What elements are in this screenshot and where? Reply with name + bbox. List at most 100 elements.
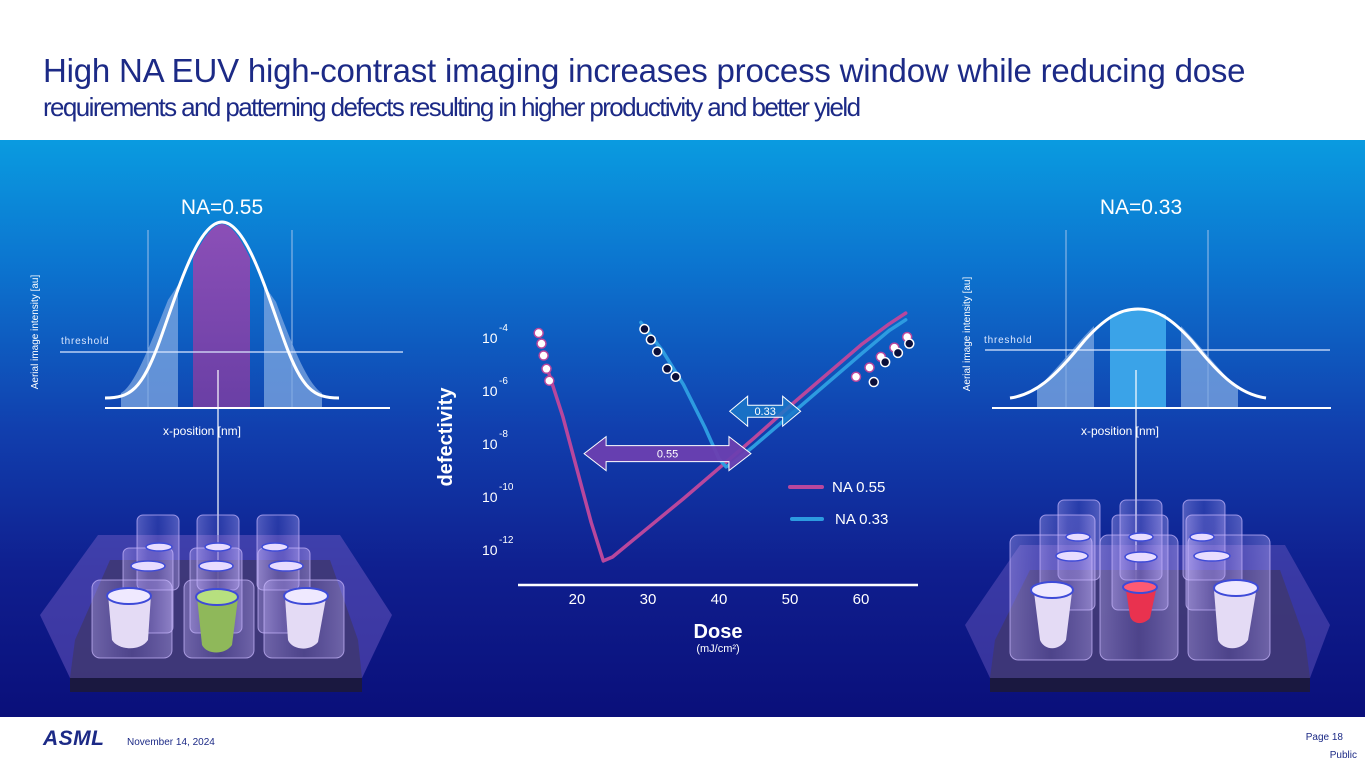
chart-x-tick-label: 60 [853, 591, 870, 608]
left-contact-hole [204, 542, 232, 552]
right-contact-hole [1193, 550, 1231, 562]
right-x-label: x-position [nm] [1081, 424, 1159, 438]
process-window-label: 0.55 [657, 449, 678, 461]
chart-y-tick-exponent: -8 [499, 429, 508, 440]
left-intensity-curve [104, 220, 340, 400]
process-window-label: 0.33 [754, 406, 775, 418]
data-point-marker [538, 350, 549, 361]
chart-x-tick-label: 40 [711, 591, 728, 608]
data-point-marker [879, 356, 891, 368]
right-contact-hole [1065, 532, 1091, 542]
data-point-marker [868, 376, 880, 388]
left-side-bar [264, 285, 322, 407]
data-point-marker [904, 338, 915, 349]
right-hole-body [1034, 585, 1072, 649]
left-threshold-label: threshold [61, 336, 109, 347]
right-hole-body [285, 591, 326, 649]
chart-x-ticks: 20 30 40 50 60 [569, 591, 870, 608]
data-point-marker [850, 371, 862, 382]
chart-y-tick-base: 10 [482, 489, 498, 505]
left-x-label: x-position [nm] [163, 424, 241, 438]
left-contact-hole [261, 542, 289, 552]
right-aerial-plot: NA=0.33 threshold x-position [nm] Aerial… [962, 196, 1331, 600]
right-contact-hole [1189, 532, 1215, 542]
data-point-marker [541, 363, 552, 375]
bridged-hole-body [1126, 585, 1156, 624]
data-point-marker [639, 323, 650, 335]
left-contact-hole [145, 542, 173, 552]
chart-y-tick-exponent: -10 [499, 482, 514, 493]
right-contact-hole [1030, 581, 1074, 599]
data-point-marker [651, 346, 663, 357]
chart-y-label: defectivity [435, 387, 457, 487]
chart-legend: NA 0.55 NA 0.33 [788, 479, 888, 528]
left-contact-hole [198, 560, 234, 572]
right-contact-hole [1213, 579, 1259, 597]
chart-x-tick-label: 30 [640, 591, 657, 608]
chart-x-tick-label: 50 [782, 591, 799, 608]
series-line-na055 [544, 311, 908, 563]
data-point-marker [536, 338, 547, 349]
right-y-label: Aerial image intensity [au] [962, 277, 973, 392]
right-contact-hole [1055, 550, 1089, 562]
right-resist-render [965, 499, 1330, 692]
chart-y-tick-base: 10 [482, 436, 498, 452]
data-point-marker [864, 362, 875, 373]
right-center-bar [1110, 309, 1166, 407]
right-plot-title: NA=0.33 [1100, 196, 1182, 219]
left-aerial-plot: NA=0.55 threshold x-position [nm] Aerial… [30, 196, 403, 596]
chart-x-tick-label: 20 [569, 591, 586, 608]
left-substrate-edge [70, 678, 362, 692]
chart-x-label: Dose [694, 621, 743, 643]
page-number: Page 18 [1305, 732, 1343, 743]
center-hole-body [197, 591, 238, 653]
page-subtitle: requirements and patterning defects resu… [43, 92, 861, 122]
left-contact-hole [130, 560, 166, 572]
illustration: NA=0.55 threshold x-position [nm] Aerial… [30, 196, 1331, 692]
data-point-marker [533, 327, 544, 339]
left-center-bar [193, 224, 250, 407]
chart-y-tick-exponent: -6 [499, 376, 508, 387]
footer-date: November 14, 2024 [127, 737, 215, 748]
left-contact-hole [283, 587, 329, 605]
right-intensity-curve [1009, 307, 1267, 400]
left-y-label: Aerial image intensity [au] [30, 275, 41, 390]
header: High NA EUV high-contrast imaging increa… [0, 0, 1365, 140]
left-side-bar [121, 285, 178, 407]
page-title: High NA EUV high-contrast imaging increa… [43, 52, 1246, 89]
chart-y-tick-exponent: -4 [499, 323, 508, 334]
right-contact-hole [1124, 551, 1158, 563]
process-window-arrows: 0.55 0.33 [583, 395, 802, 472]
right-contact-hole [1128, 532, 1154, 542]
left-contact-hole [106, 587, 152, 605]
data-point-marker [892, 347, 904, 359]
data-point-marker [645, 334, 657, 345]
right-substrate-edge [990, 678, 1310, 692]
chart-y-tick-base: 10 [482, 383, 498, 399]
asml-logo: ASML [43, 727, 105, 750]
content-panel: NA=0.55 threshold x-position [nm] Aerial… [0, 140, 1365, 717]
data-point-marker [661, 363, 673, 375]
chart-y-tick-exponent: -12 [499, 535, 514, 546]
data-point-marker [544, 375, 555, 386]
right-hole-body [1214, 584, 1256, 649]
left-contact-hole [268, 560, 304, 572]
process-window-arrow-055 [583, 435, 752, 472]
chart-y-tick-base: 10 [482, 330, 498, 346]
chart-markers [533, 323, 915, 388]
data-point-marker [670, 371, 681, 382]
chart-x-unit: (mJ/cm²) [696, 643, 739, 655]
chart-y-tick-base: 10 [482, 542, 498, 558]
process-window-arrow-033 [728, 395, 802, 428]
footer [0, 717, 1365, 768]
classification-label: Public [1329, 750, 1357, 761]
legend-label: NA 0.55 [832, 479, 885, 496]
legend-label: NA 0.33 [835, 511, 888, 528]
right-threshold-label: threshold [984, 335, 1032, 346]
center-contact-hole [195, 588, 239, 606]
left-plot-title: NA=0.55 [181, 196, 263, 219]
left-resist-render [40, 514, 392, 692]
bridged-contact-hole [1122, 580, 1158, 594]
